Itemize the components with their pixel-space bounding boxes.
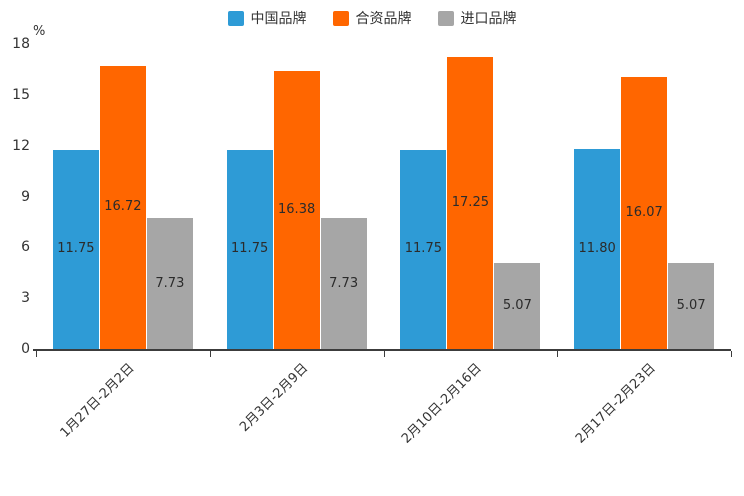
bar-合资品牌-2 — [447, 56, 494, 349]
y-axis-tick-label: 0 — [21, 341, 30, 357]
legend-item-1[interactable]: 合资品牌 — [332, 8, 412, 28]
bar-进口品牌-3 — [668, 263, 715, 349]
y-axis-tick-label: 6 — [21, 239, 30, 256]
bar-进口品牌-2 — [494, 263, 541, 349]
legend-item-0[interactable]: 中国品牌 — [227, 8, 307, 28]
y-axis-tick-label: 3 — [21, 290, 30, 307]
legend-label: 进口品牌 — [460, 11, 517, 27]
legend-swatch-icon — [437, 10, 454, 26]
bar-value-label: 11.75 — [404, 241, 442, 257]
bar-进口品牌-0 — [146, 218, 193, 349]
bar-合资品牌-3 — [621, 76, 668, 349]
x-axis-line — [33, 349, 731, 351]
bar-value-label: 5.07 — [676, 298, 706, 314]
bar-value-label: 11.75 — [231, 241, 269, 257]
legend-item-2[interactable]: 进口品牌 — [437, 8, 517, 28]
bar-进口品牌-1 — [320, 218, 367, 349]
legend-label: 合资品牌 — [355, 11, 412, 27]
bar-合资品牌-1 — [273, 71, 320, 349]
x-axis-category-label: 1月27日-2月2日 — [57, 360, 138, 441]
x-axis-tick — [383, 351, 385, 357]
x-axis-tick — [557, 351, 559, 357]
x-axis-tick — [731, 351, 732, 357]
bar-中国品牌-3 — [574, 149, 621, 349]
bar-value-label: 17.25 — [451, 194, 489, 210]
y-axis-tick-label: 9 — [21, 188, 30, 205]
x-axis-tick — [36, 351, 37, 357]
legend-swatch-icon — [227, 10, 244, 26]
legend-swatch-icon — [332, 10, 349, 26]
bar-value-label: 16.07 — [625, 204, 663, 220]
chart-legend: 中国品牌 合资品牌 进口品牌 — [0, 8, 744, 28]
legend-label: 中国品牌 — [250, 11, 307, 27]
bar-value-label: 11.80 — [578, 241, 616, 257]
x-axis-tick — [209, 351, 211, 357]
y-axis-unit-label: % — [33, 24, 46, 39]
bar-value-label: 5.07 — [502, 298, 532, 314]
bar-中国品牌-2 — [400, 149, 447, 349]
x-axis-category-label: 2月3日-2月9日 — [236, 360, 312, 435]
bar-value-label: 11.75 — [57, 241, 95, 257]
bar-合资品牌-0 — [99, 65, 146, 349]
bar-中国品牌-0 — [52, 149, 99, 349]
bar-value-label: 16.38 — [278, 202, 316, 218]
bar-value-label: 7.73 — [329, 275, 359, 291]
y-axis-tick-label: 15 — [12, 86, 30, 103]
bar-value-label: 7.73 — [155, 275, 185, 291]
bar-中国品牌-1 — [226, 149, 273, 349]
y-axis-tick-label: 12 — [12, 137, 30, 154]
bar-value-label: 16.72 — [104, 199, 142, 215]
x-axis-category-label: 2月10日-2月16日 — [399, 360, 485, 447]
x-axis-category-label: 2月17日-2月23日 — [572, 360, 659, 447]
y-axis-tick-label: 18 — [12, 36, 30, 52]
